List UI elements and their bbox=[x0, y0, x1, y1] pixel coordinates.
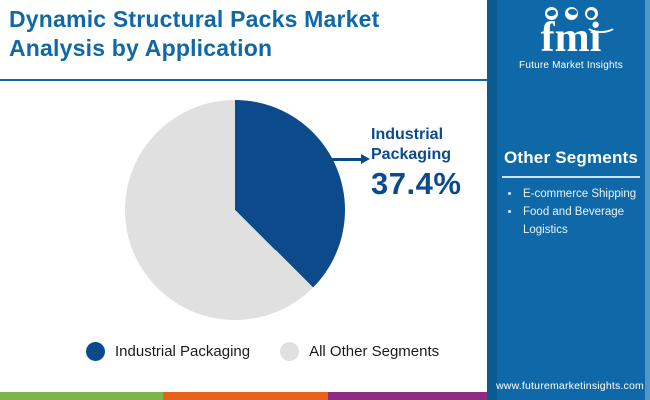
footer-stripe-orange bbox=[163, 392, 328, 400]
sidebar-edge-highlight bbox=[645, 0, 650, 400]
logo-wordmark: fmi bbox=[540, 15, 602, 61]
legend-label-all-other-segments: All Other Segments bbox=[309, 343, 440, 360]
other-segments-heading: Other Segments bbox=[503, 148, 639, 167]
legend-item-all-other-segments: All Other Segments bbox=[280, 342, 439, 361]
logo-tagline: Future Market Insights bbox=[519, 59, 623, 71]
footer-stripe-purple bbox=[328, 392, 487, 400]
callout-label: Industrial Packaging bbox=[371, 125, 461, 165]
other-segments-divider bbox=[502, 176, 640, 178]
website-link[interactable]: www.futuremarketinsights.com bbox=[496, 380, 644, 392]
sidebar: fmi Future Market Insights Other Segment… bbox=[487, 0, 650, 400]
pie-chart bbox=[125, 100, 345, 320]
plane-icon bbox=[564, 7, 578, 20]
footer-stripe-green bbox=[0, 392, 163, 400]
callout-label-line1: Industrial bbox=[371, 126, 444, 143]
chart-legend: Industrial Packaging All Other Segments bbox=[86, 342, 439, 361]
footer-stripes bbox=[0, 392, 487, 400]
legend-swatch-industrial-packaging bbox=[86, 342, 105, 361]
map-icon bbox=[544, 7, 558, 20]
other-segment-item-food-beverage: Food and Beverage Logistics bbox=[521, 204, 641, 239]
fmi-logo: fmi Future Market Insights bbox=[497, 7, 645, 71]
pie-callout: Industrial Packaging 37.4% bbox=[371, 125, 461, 202]
callout-arrow-icon bbox=[331, 154, 370, 164]
title-divider bbox=[0, 79, 487, 81]
logo-arc-icon bbox=[585, 16, 617, 33]
callout-label-line2: Packaging bbox=[371, 146, 452, 163]
legend-swatch-all-other-segments bbox=[280, 342, 300, 361]
legend-item-industrial-packaging: Industrial Packaging bbox=[86, 342, 250, 361]
page-title: Dynamic Structural Packs Market Analysis… bbox=[9, 5, 380, 63]
page-title-line1: Dynamic Structural Packs Market bbox=[9, 6, 380, 32]
other-segments-list: E-commerce Shipping Food and Beverage Lo… bbox=[505, 186, 641, 239]
callout-value: 37.4% bbox=[371, 166, 462, 201]
legend-label-industrial-packaging: Industrial Packaging bbox=[115, 343, 251, 360]
page-title-line2: Analysis by Application bbox=[9, 34, 273, 61]
other-segments-panel: Other Segments E-commerce Shipping Food … bbox=[497, 148, 645, 240]
other-segment-item-ecommerce: E-commerce Shipping bbox=[521, 186, 641, 203]
